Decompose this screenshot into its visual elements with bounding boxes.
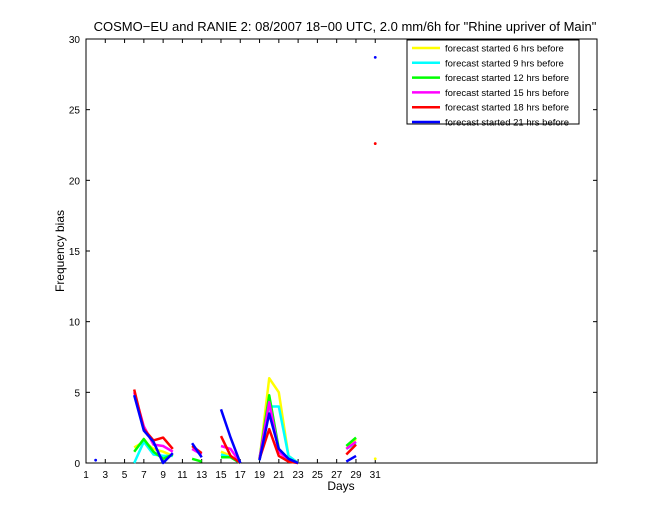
x-tick-label: 19 (254, 470, 266, 481)
x-tick-label: 11 (177, 470, 188, 481)
x-tick-label: 17 (235, 470, 247, 481)
series-line-segment (345, 436, 357, 447)
series-line-segment (220, 444, 242, 464)
x-tick-label: 27 (331, 470, 343, 481)
y-tick-label: 30 (69, 35, 81, 46)
legend-label: forecast started 15 hrs before (445, 88, 569, 99)
legend-label: forecast started 21 hrs before (445, 118, 569, 129)
legend-label: forecast started 18 hrs before (445, 103, 569, 114)
series-line-segment (191, 457, 203, 463)
y-tick-label: 25 (69, 106, 81, 117)
legend-box (406, 39, 580, 125)
chart-title: COSMO−EU and RANIE 2: 08/2007 18−00 UTC,… (94, 19, 597, 34)
series-line-segment (345, 440, 357, 450)
series-layer (94, 55, 377, 465)
y-axis-label: Frequency bias (53, 210, 67, 292)
x-tick-label: 15 (215, 470, 227, 481)
x-tick-label: 21 (273, 470, 285, 481)
series-line-segment (219, 435, 242, 465)
x-tick-label: 31 (370, 470, 382, 481)
series-line-segment (345, 443, 357, 456)
series-point (94, 458, 98, 462)
x-tick-label: 13 (196, 470, 208, 481)
legend-label: forecast started 6 hrs before (445, 44, 564, 55)
legend: forecast started 6 hrs before forecast st… (406, 39, 580, 129)
x-tick-label: 1 (83, 470, 89, 481)
legend-label: forecast started 12 hrs before (445, 73, 569, 84)
x-tick-label: 7 (141, 470, 147, 481)
y-tick-label: 5 (74, 388, 80, 399)
y-tick-label: 0 (74, 459, 80, 470)
y-tick-label: 10 (69, 318, 81, 329)
x-axis-label: Days (327, 479, 354, 493)
x-tick-label: 3 (103, 470, 109, 481)
series-point (373, 457, 377, 461)
x-tick-label: 29 (350, 470, 362, 481)
y-tick-label: 20 (69, 176, 81, 187)
series-line-segment (345, 454, 357, 463)
series-line-segment (132, 394, 174, 465)
series-line-segment (258, 412, 299, 465)
series-point (373, 55, 377, 59)
series-point (373, 142, 377, 145)
x-tick-label: 9 (160, 470, 166, 481)
x-tick-label: 25 (312, 470, 324, 481)
y-tick-label: 15 (69, 247, 81, 258)
x-axis-ticks: 1 3 5 7 9 11 13 15 17 19 21 23 25 27 29 31 (83, 39, 381, 481)
series-line-segment (258, 427, 299, 465)
x-tick-label: 5 (122, 470, 128, 481)
series-line-segment (191, 442, 203, 459)
series-6 (94, 55, 377, 465)
legend-label: forecast started 9 hrs before (445, 58, 564, 69)
x-tick-label: 23 (293, 470, 305, 481)
series-line-segment (133, 437, 174, 461)
series-line-segment (219, 408, 242, 464)
series-line-segment (133, 440, 173, 464)
legend-items: forecast started 6 hrs before forecast st… (412, 44, 569, 129)
y-axis-ticks: 0 5 10 15 20 25 30 (69, 35, 597, 470)
